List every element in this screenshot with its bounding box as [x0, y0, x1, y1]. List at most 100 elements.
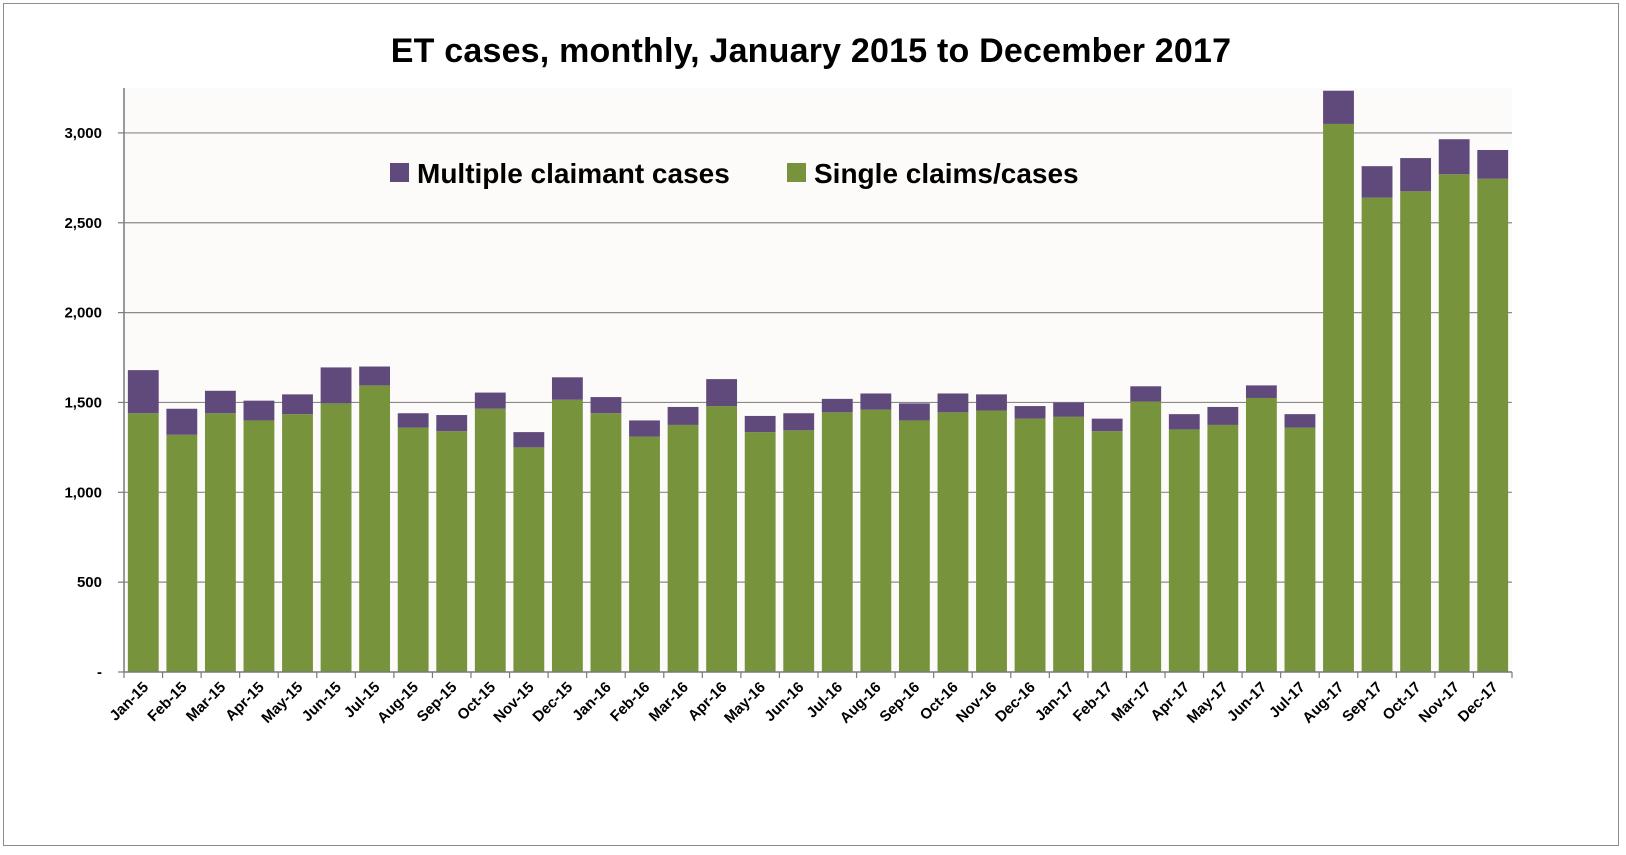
- x-tick-label: Feb-16: [607, 679, 653, 725]
- bar-single-Jun-16: [783, 430, 815, 672]
- bar-single-Mar-17: [1130, 401, 1162, 672]
- bar-single-Oct-16: [937, 412, 969, 672]
- bar-single-Dec-17: [1477, 178, 1509, 672]
- bar-multiple-Apr-15: [243, 400, 275, 421]
- bar-multiple-Nov-17: [1438, 139, 1470, 175]
- bar-multiple-Nov-15: [513, 432, 545, 448]
- x-tick-label: Jan-17: [1032, 679, 1078, 725]
- y-tick-label: 2,000: [64, 305, 102, 322]
- bar-multiple-Jun-15: [320, 367, 352, 404]
- x-tick-label: May-15: [258, 679, 306, 727]
- bar-single-Oct-17: [1400, 191, 1432, 673]
- bar-single-Apr-15: [243, 420, 275, 672]
- bar-single-Sep-15: [436, 431, 468, 672]
- bar-multiple-Mar-17: [1130, 386, 1162, 402]
- bar-single-Nov-16: [976, 410, 1007, 672]
- bar-multiple-Jun-16: [783, 413, 815, 431]
- y-tick-label: 3,000: [64, 125, 102, 142]
- bar-multiple-Jan-15: [127, 370, 159, 414]
- bar-single-Jan-15: [127, 413, 159, 672]
- x-tick-label: Dec-15: [529, 679, 576, 726]
- bar-multiple-Apr-17: [1168, 414, 1200, 430]
- bar-multiple-Jun-17: [1245, 385, 1277, 398]
- x-tick-label: Dec-17: [1455, 679, 1502, 726]
- x-tick-label: Mar-17: [1108, 679, 1154, 725]
- bar-single-Dec-16: [1014, 418, 1046, 672]
- bar-single-Feb-15: [166, 434, 198, 672]
- bar-multiple-Oct-17: [1400, 158, 1432, 192]
- bar-single-Jul-15: [359, 385, 391, 672]
- bar-single-May-16: [744, 432, 776, 672]
- bar-single-Aug-17: [1323, 123, 1354, 672]
- bar-single-Dec-15: [551, 399, 583, 672]
- x-tick-label: Nov-16: [953, 679, 1000, 726]
- bar-single-Jun-17: [1245, 397, 1277, 672]
- bar-multiple-Aug-15: [397, 413, 429, 428]
- bar-multiple-Dec-15: [551, 377, 583, 400]
- bar-single-Jul-17: [1284, 427, 1316, 672]
- x-tick-label: Mar-15: [183, 679, 229, 725]
- bar-multiple-Aug-16: [860, 393, 892, 410]
- x-tick-label: Mar-16: [646, 679, 692, 725]
- bar-single-Jan-16: [590, 413, 622, 672]
- bar-single-Mar-15: [204, 413, 236, 672]
- bar-single-Jun-15: [320, 403, 352, 672]
- x-tick-label: Feb-15: [144, 679, 190, 725]
- bar-multiple-Jul-15: [359, 366, 391, 386]
- bar-single-Feb-16: [629, 436, 660, 672]
- bar-single-Mar-16: [667, 424, 699, 672]
- bar-single-Sep-16: [898, 420, 930, 672]
- plot-area: [124, 88, 1512, 672]
- bar-single-Sep-17: [1361, 197, 1393, 672]
- bar-multiple-Feb-15: [166, 408, 198, 435]
- x-tick-label: Jan-16: [569, 679, 615, 725]
- x-tick-label: Aug-16: [837, 679, 885, 727]
- y-tick-label: -: [97, 664, 102, 681]
- y-tick-label: 2,500: [64, 215, 102, 232]
- x-tick-label: May-16: [721, 679, 769, 727]
- bar-single-May-15: [282, 414, 313, 672]
- bar-multiple-Feb-16: [629, 420, 660, 437]
- bar-multiple-Dec-16: [1014, 406, 1046, 419]
- bar-single-Aug-15: [397, 427, 429, 672]
- bar-single-Aug-16: [860, 409, 892, 672]
- bar-single-Nov-15: [513, 447, 545, 672]
- bar-multiple-Mar-16: [667, 406, 699, 425]
- y-tick-label: 500: [77, 574, 102, 591]
- bar-single-May-17: [1207, 424, 1239, 672]
- x-tick-label: Feb-17: [1070, 679, 1116, 725]
- bar-multiple-Aug-17: [1323, 90, 1354, 124]
- bar-multiple-Oct-15: [474, 392, 506, 409]
- bar-multiple-Jan-16: [590, 397, 622, 414]
- x-tick-label: Sep-17: [1339, 679, 1386, 726]
- bar-multiple-Dec-17: [1477, 149, 1509, 179]
- bar-single-Apr-17: [1168, 429, 1200, 672]
- x-tick-label: Nov-15: [490, 679, 537, 726]
- bar-multiple-Jan-17: [1053, 402, 1085, 417]
- bar-multiple-May-17: [1207, 406, 1239, 425]
- chart-title: ET cases, monthly, January 2015 to Decem…: [390, 32, 1232, 70]
- x-tick-label: Jun-15: [299, 679, 345, 725]
- bar-multiple-Apr-16: [706, 379, 738, 407]
- bar-multiple-Oct-16: [937, 393, 969, 413]
- legend-swatch-single-claims-cases: [787, 163, 806, 182]
- x-tick-label: Nov-17: [1416, 679, 1463, 726]
- x-tick-label: Jun-17: [1224, 679, 1270, 725]
- x-tick-label: Aug-15: [374, 679, 422, 727]
- bar-single-Apr-16: [706, 406, 738, 672]
- x-tick-label: Sep-16: [876, 679, 923, 726]
- x-tick-label: May-17: [1184, 679, 1232, 727]
- x-tick-label: Sep-15: [414, 679, 461, 726]
- bar-multiple-Feb-17: [1091, 418, 1123, 432]
- y-tick-label: 1,000: [64, 484, 102, 501]
- x-tick-label: Jun-16: [761, 679, 807, 725]
- legend-label: Single claims/cases: [814, 158, 1079, 189]
- legend-swatch-multiple-claimant-cases: [390, 163, 409, 182]
- bar-single-Oct-15: [474, 408, 506, 672]
- x-tick-label: Dec-16: [992, 679, 1039, 726]
- bar-single-Jan-17: [1053, 416, 1085, 672]
- bar-multiple-Sep-17: [1361, 166, 1393, 198]
- x-tick-label: Jan-15: [106, 679, 152, 725]
- bar-multiple-Jul-16: [821, 398, 853, 413]
